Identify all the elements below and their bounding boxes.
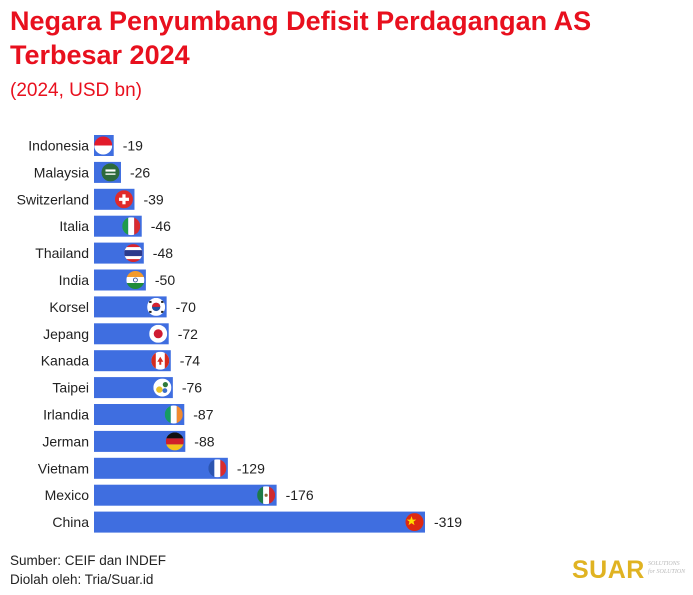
- canada-flag-icon: [151, 351, 170, 370]
- mexico-flag-icon: [257, 486, 276, 505]
- bar-row-kanada: Kanada -74: [41, 350, 200, 372]
- vietnam-flag-icon: [208, 459, 227, 478]
- malaysia-flag-icon: [101, 163, 120, 182]
- bar: [94, 350, 171, 372]
- germany-flag-icon: [165, 432, 184, 451]
- chart-title: Negara Penyumbang Defisit Perdagangan AS…: [10, 6, 592, 70]
- bar-row-irlandia: Irlandia -87: [43, 404, 214, 425]
- logo-tagline-line1: SOLUTIONS: [648, 561, 680, 567]
- bar: [94, 430, 186, 452]
- bar-row-jepang: Jepang -72: [43, 323, 198, 345]
- bar: [94, 296, 167, 318]
- value-label: -26: [130, 164, 150, 180]
- ireland-flag-icon: [164, 405, 183, 424]
- bar-row-mexico: Mexico -176: [45, 484, 314, 506]
- bar-row-korsel: Korsel -70: [49, 296, 196, 318]
- category-label: Taipei: [52, 380, 89, 396]
- thailand-flag-icon: [124, 244, 143, 263]
- taiwan-flag-icon: [153, 378, 172, 397]
- category-label: Thailand: [35, 245, 89, 261]
- italy-flag-icon: [122, 217, 141, 236]
- value-label: -74: [180, 353, 200, 369]
- bar-row-india: India -50: [59, 269, 175, 291]
- south-korea-flag-icon: [147, 297, 166, 316]
- category-label: Irlandia: [43, 407, 89, 423]
- suar-logo-tagline: SOLUTIONS for SOLUTION: [648, 560, 693, 576]
- bar-chart: Indonesia -19 Malaysia -26 Switzerland -39 Ita…: [17, 135, 462, 533]
- bar: [94, 511, 425, 533]
- processed-by-note: Diolah oleh: Tria/Suar.id: [10, 572, 154, 587]
- category-label: Italia: [59, 218, 89, 234]
- category-label: Malaysia: [34, 164, 89, 180]
- category-label: Kanada: [41, 353, 89, 369]
- bar-row-switzerland: Switzerland -39: [17, 188, 164, 210]
- category-label: Indonesia: [28, 138, 89, 154]
- bar-row-jerman: Jerman -88: [42, 430, 215, 452]
- bar-row-malaysia: Malaysia -26: [34, 161, 150, 183]
- bar: [94, 404, 185, 425]
- value-label: -48: [153, 245, 173, 261]
- bar-row-vietnam: Vietnam -129: [38, 457, 265, 479]
- bar-row-thailand: Thailand -48: [35, 242, 173, 264]
- value-label: -46: [151, 218, 171, 234]
- source-note: Sumber: CEIF dan INDEF: [10, 553, 167, 568]
- value-label: -87: [193, 407, 213, 423]
- category-label: Jerman: [42, 433, 89, 449]
- bar-row-taipei: Taipei -76: [52, 377, 202, 399]
- category-label: Mexico: [45, 487, 90, 503]
- value-label: -72: [178, 326, 198, 342]
- china-flag-icon: [405, 513, 424, 532]
- suar-logo: SUAR: [572, 556, 645, 584]
- category-label: Vietnam: [38, 460, 89, 476]
- logo-tagline-line2: for SOLUTION: [648, 569, 686, 575]
- chart-subtitle: (2024, USD bn): [10, 80, 143, 101]
- switzerland-flag-icon: [114, 190, 133, 209]
- category-label: Korsel: [49, 299, 89, 315]
- value-label: -76: [182, 380, 202, 396]
- category-label: India: [59, 272, 90, 288]
- bar: [94, 484, 277, 506]
- bar: [94, 323, 169, 345]
- bar: [94, 377, 173, 399]
- value-label: -319: [434, 514, 462, 530]
- value-label: -70: [176, 299, 196, 315]
- value-label: -129: [237, 460, 265, 476]
- category-label: Switzerland: [17, 191, 89, 207]
- bar: [94, 457, 228, 479]
- value-label: -88: [194, 433, 214, 449]
- category-label: Jepang: [43, 326, 89, 342]
- bar-row-indonesia: Indonesia -19: [28, 135, 143, 156]
- value-label: -39: [143, 191, 163, 207]
- bar-row-italia: Italia -46: [59, 215, 171, 237]
- bar-row-china: China -319: [52, 511, 462, 533]
- category-label: China: [52, 514, 89, 530]
- india-flag-icon: [126, 271, 145, 289]
- indonesia-flag-icon: [94, 136, 113, 155]
- value-label: -19: [123, 138, 143, 154]
- value-label: -50: [155, 272, 175, 288]
- japan-flag-icon: [149, 324, 168, 343]
- value-label: -176: [286, 487, 314, 503]
